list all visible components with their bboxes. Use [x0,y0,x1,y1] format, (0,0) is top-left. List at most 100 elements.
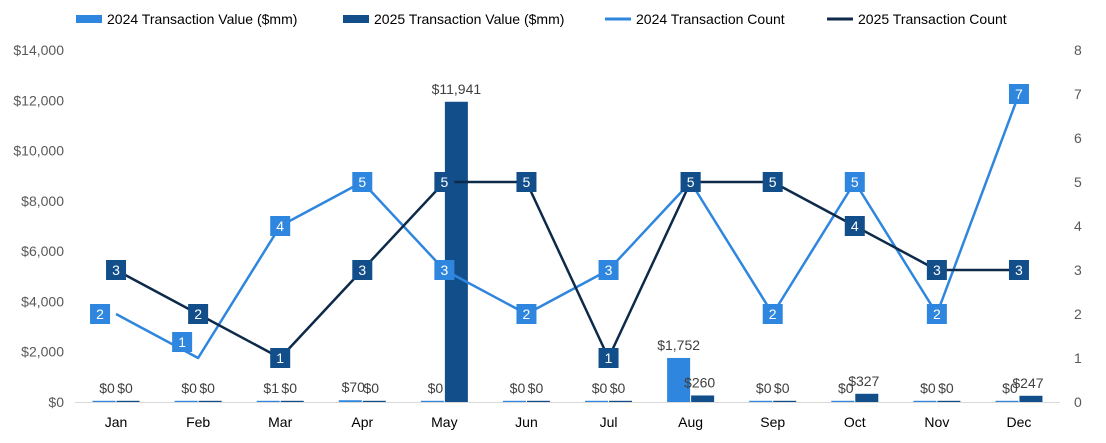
y-right-tick-label: 8 [1074,42,1082,58]
bar-2025-dec [1019,395,1043,402]
marker-2025-jul [598,348,619,368]
marker-2024-apr [352,172,373,192]
marker-2025-sep [762,172,783,192]
x-tick-label: Dec [1007,414,1032,430]
bar-data-label: $0 [920,380,936,396]
y-right-tick-label: 4 [1074,218,1082,234]
bar-data-label: $0 [428,380,444,396]
bar-2025-feb [198,400,222,402]
marker-2025-jan [106,260,127,280]
marker-label: 3 [440,262,448,278]
y-right-tick-label: 0 [1074,394,1082,410]
marker-label: 2 [933,306,941,322]
marker-label: 5 [769,174,777,190]
marker-2024-jan [90,304,111,324]
bar-data-label: $0 [510,380,526,396]
x-tick-label: Mar [268,414,292,430]
y-right-tick-label: 3 [1074,262,1082,278]
legend-label: 2024 Transaction Value ($mm) [107,11,297,27]
bar-2024-sep [749,400,773,402]
marker-2025-oct [844,216,865,236]
bar-2024-aug [667,357,691,402]
bar-2024-oct [831,400,855,402]
bar-data-label: $1 [263,380,279,396]
bar-2025-sep [773,400,797,402]
bar-data-label: $0 [181,380,197,396]
bar-data-label: $0 [281,380,297,396]
marker-label: 5 [687,174,695,190]
bar-data-label: $0 [117,380,133,396]
marker-label: 1 [605,350,613,366]
bar-data-label: $0 [774,380,790,396]
bar-2025-jul [609,400,633,402]
marker-label: 1 [178,334,186,350]
marker-label: 5 [440,174,448,190]
bar-data-label: $0 [199,380,215,396]
bar-data-label: $0 [838,380,854,396]
marker-2024-oct [844,172,865,192]
marker-2025-feb [188,304,209,324]
line-2025-count [115,180,1019,360]
marker-2024-may [434,260,455,280]
marker-label: 3 [358,262,366,278]
x-tick-label: Nov [924,414,949,430]
x-tick-label: Feb [186,414,210,430]
x-tick-label: Jun [515,414,538,430]
marker-2024-jun [516,304,537,324]
bar-data-label: $260 [684,374,715,390]
y-right-tick-label: 5 [1074,174,1082,190]
legend-label: 2025 Transaction Value ($mm) [374,11,564,27]
x-tick-label: Jul [600,414,618,430]
bar-data-label: $0 [528,380,544,396]
marker-label: 4 [851,218,859,234]
x-tick-label: Apr [351,414,373,430]
marker-label: 5 [358,174,366,190]
y-left-tick-label: $8,000 [21,193,64,209]
x-tick-label: Aug [678,414,703,430]
marker-2025-dec [1008,260,1029,280]
x-tick-label: Oct [844,414,866,430]
y-right-tick-label: 2 [1074,306,1082,322]
marker-2025-nov [926,260,947,280]
y-right-tick-label: 7 [1074,86,1082,102]
marker-2025-may [434,172,455,192]
bar-2025-apr [362,400,386,402]
marker-2025-mar [270,348,291,368]
bar-data-label: $0 [1002,380,1018,396]
bar-2025-mar [280,400,304,402]
bar-2025-oct [855,393,879,402]
marker-2024-dec [1008,84,1029,104]
bar-data-label: $327 [848,373,879,389]
bar-data-label: $0 [364,380,380,396]
bar-2024-mar [256,400,280,402]
marker-label: 2 [523,306,531,322]
y-left-tick-label: $12,000 [13,92,64,108]
marker-label: 4 [276,218,284,234]
bar-2024-feb [174,400,198,402]
bar-2024-nov [913,400,937,402]
bar-2025-may [444,101,468,403]
bar-2024-may [420,400,444,402]
marker-label: 2 [769,306,777,322]
legend-label: 2024 Transaction Count [636,11,785,27]
bar-data-label: $0 [610,380,626,396]
bar-data-label: $0 [99,380,115,396]
bar-2025-jan [116,400,140,402]
marker-2024-mar [270,216,291,236]
marker-label: 2 [194,306,202,322]
y-left-tick-label: $6,000 [21,243,64,259]
x-tick-label: Sep [760,414,785,430]
bar-2025-aug [691,395,715,402]
bar-data-label: $247 [1012,375,1043,391]
bar-2024-dec [995,400,1019,402]
bar-2025-nov [937,400,961,402]
bar-data-label: $0 [592,380,608,396]
bar-data-label: $1,752 [657,337,700,353]
x-tick-label: Jan [105,414,128,430]
legend-label: 2025 Transaction Count [858,11,1007,27]
marker-2025-apr [352,260,373,280]
legend-swatch [76,15,102,23]
marker-label: 1 [276,350,284,366]
